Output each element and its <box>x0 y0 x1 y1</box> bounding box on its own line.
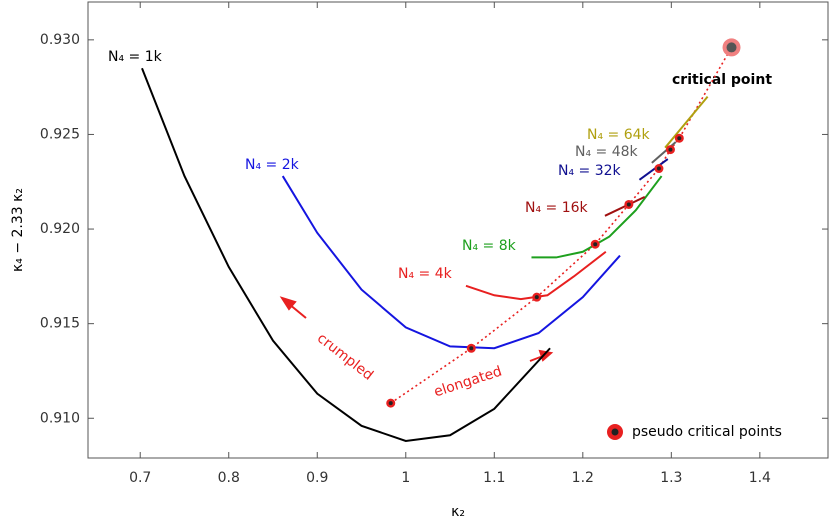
y-axis-label: κ₄ − 2.33 κ₂ <box>10 188 26 272</box>
pseudo-critical-core <box>469 346 474 351</box>
x-tick-label: 1 <box>401 470 410 486</box>
curve-label: N₄ = 48k <box>575 144 639 160</box>
critical-point-core <box>726 42 737 53</box>
curve-label: N₄ = 32k <box>558 163 622 179</box>
curve <box>664 95 709 149</box>
curve-label: N₄ = 2k <box>245 157 300 173</box>
pseudo-critical-core <box>534 295 539 300</box>
y-tick-label: 0.920 <box>40 221 80 237</box>
pseudo-critical-core <box>677 136 682 141</box>
x-tick-label: 1.1 <box>483 470 505 486</box>
x-tick-label: 0.8 <box>218 470 240 486</box>
x-tick-label: 0.7 <box>129 470 151 486</box>
x-tick-label: 1.4 <box>749 470 771 486</box>
x-tick-label: 1.2 <box>572 470 594 486</box>
pseudo-critical-core <box>626 202 631 207</box>
curve-label: N₄ = 16k <box>525 200 589 216</box>
x-axis-label: κ₂ <box>451 504 465 520</box>
curve <box>281 175 621 350</box>
plot-frame <box>87 1 829 459</box>
critical-point-label: critical point <box>672 72 772 88</box>
curve <box>141 67 551 442</box>
pseudo-critical-core <box>656 166 661 171</box>
legend-label: pseudo critical points <box>632 424 782 440</box>
curve-label: N₄ = 1k <box>108 49 163 65</box>
annotation: elongated <box>432 364 504 401</box>
pseudo-critical-core <box>668 147 673 152</box>
curve <box>465 250 607 301</box>
arrow-head <box>279 296 297 311</box>
y-tick-label: 0.910 <box>40 410 80 426</box>
pseudo-critical-core <box>593 242 598 247</box>
y-tick-label: 0.925 <box>40 126 80 142</box>
x-tick-label: 1.3 <box>660 470 682 486</box>
legend-marker-core <box>611 428 619 436</box>
annotation: crumpled <box>314 330 376 383</box>
curve <box>638 158 669 181</box>
y-tick-label: 0.930 <box>40 32 80 48</box>
x-tick-label: 0.9 <box>306 470 328 486</box>
arrows <box>279 296 554 362</box>
curve-label: N₄ = 8k <box>462 238 517 254</box>
trend-line <box>390 47 733 404</box>
curve-label: N₄ = 64k <box>587 127 651 143</box>
curve-label: N₄ = 4k <box>398 266 453 282</box>
y-tick-label: 0.915 <box>40 316 80 332</box>
pseudo-critical-core <box>388 401 393 406</box>
